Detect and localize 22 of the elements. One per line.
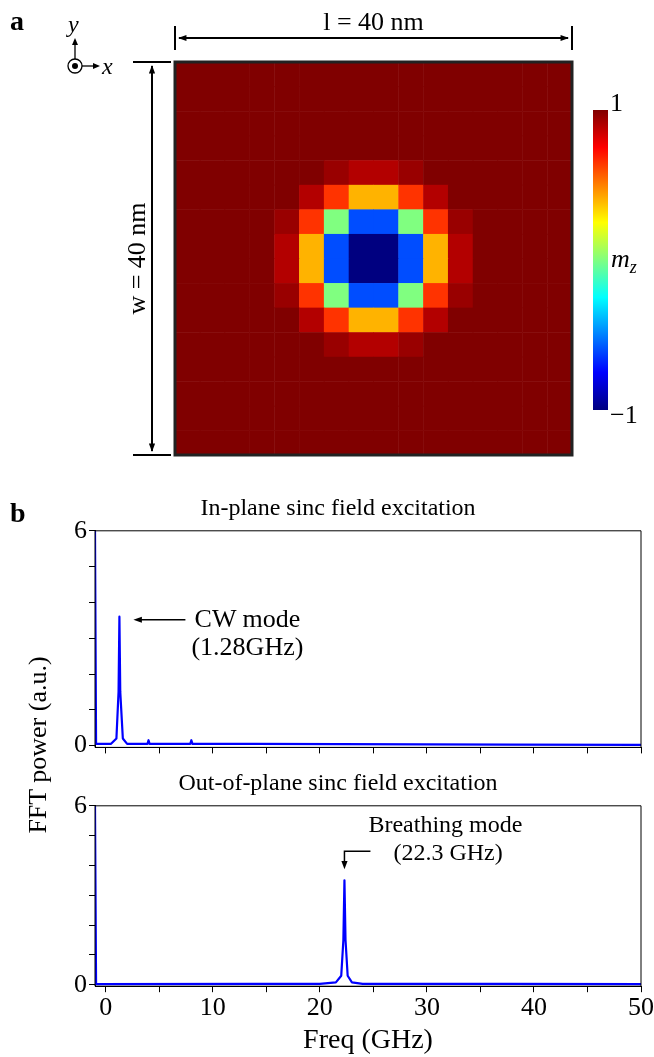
x-tick-label: 50	[628, 991, 654, 1021]
y-tick-label: 6	[74, 514, 87, 544]
x-tick-label: 10	[199, 991, 226, 1021]
color-bar-label: 1	[610, 87, 623, 117]
y-tick-label: 0	[74, 729, 87, 759]
annotation: CW mode (1.28GHz)	[191, 603, 304, 661]
y-tick-label: 0	[74, 968, 87, 998]
x-tick-label: 20	[306, 991, 333, 1021]
x-axis-title: Freq (GHz)	[303, 1022, 433, 1054]
text: b	[10, 497, 26, 528]
y-axis-title: w = 40 nm	[121, 202, 151, 315]
y-tick-label: 6	[74, 789, 87, 819]
chart-title: Out-of-plane sinc field excitation	[178, 768, 498, 795]
x-tick-label: 30	[413, 991, 440, 1021]
y-axis-title: FFT power (a.u.)	[23, 656, 53, 834]
x-axis-title: l = 40 nm	[323, 7, 424, 36]
x-tick-label: 0	[99, 991, 113, 1021]
chart-title: In-plane sinc field excitation	[200, 493, 476, 520]
color-bar-label: −1	[610, 399, 638, 429]
x-tick-label: 40	[520, 991, 547, 1021]
annotation: Breathing mode (22.3 GHz)	[368, 810, 523, 865]
text: a	[10, 5, 24, 36]
